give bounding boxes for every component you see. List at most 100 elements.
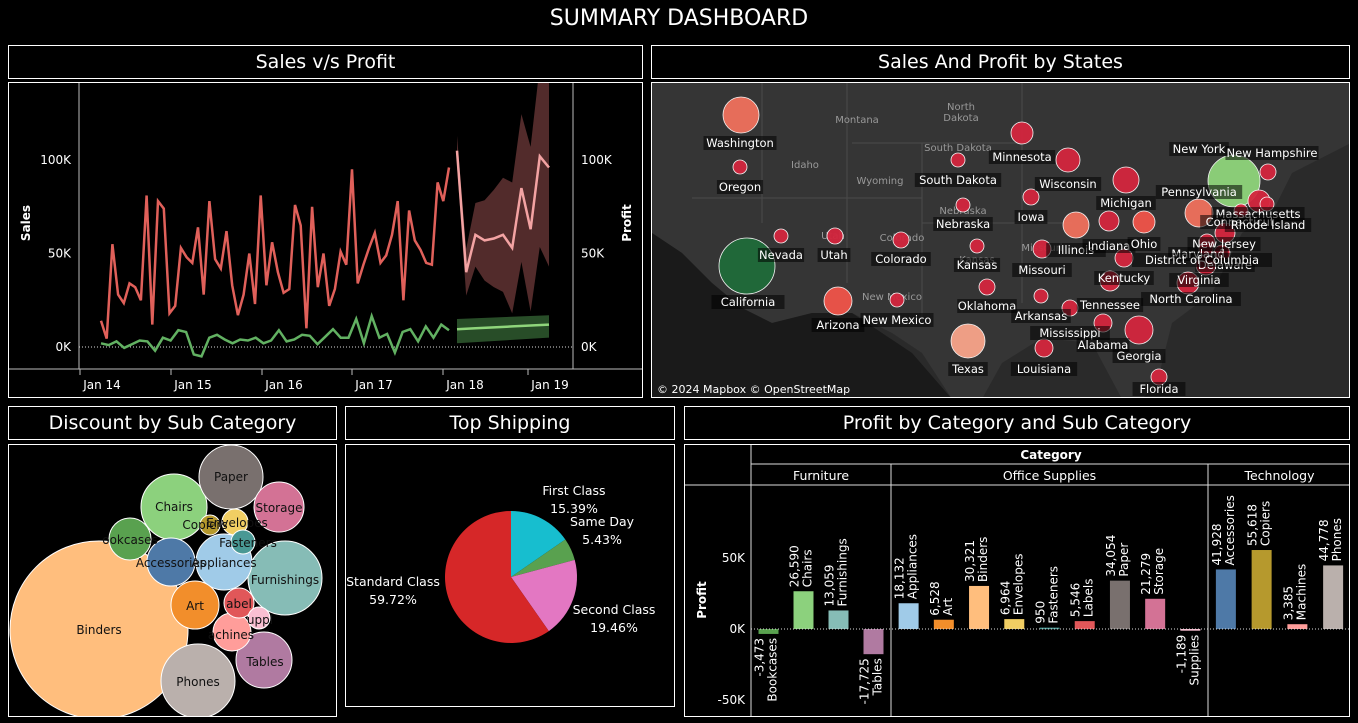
bubble-label: Storage bbox=[256, 501, 303, 515]
state-bubble bbox=[1259, 163, 1277, 181]
bar-value: 30,321 bbox=[963, 540, 977, 582]
pie-slice bbox=[511, 559, 577, 632]
state-label-bg bbox=[1132, 253, 1272, 267]
state-bubble bbox=[1033, 288, 1049, 304]
bar-value: 950 bbox=[1034, 601, 1048, 624]
y-axis-title: Profit bbox=[695, 581, 709, 619]
bubble-paper bbox=[198, 445, 264, 510]
bubble-label: Appliances bbox=[191, 556, 256, 570]
bar-value: -17,725 bbox=[858, 658, 872, 704]
state-label: Florida bbox=[1139, 382, 1178, 396]
bubble-binders bbox=[9, 540, 189, 716]
state-label: Virginia bbox=[1177, 273, 1220, 287]
pie-label: Second Class bbox=[573, 602, 656, 617]
state-label-bg bbox=[1127, 237, 1161, 251]
state-label: Mississippi bbox=[1039, 326, 1100, 340]
bar-appliances bbox=[898, 603, 919, 629]
header-sales-profit: Sales v/s Profit bbox=[8, 45, 643, 79]
state-label-bg bbox=[1096, 196, 1156, 210]
state-label: North Carolina bbox=[1149, 292, 1232, 306]
state-bubble bbox=[1010, 121, 1034, 145]
y-axis-title: Sales bbox=[19, 205, 33, 241]
shipping-panel: First Class 15.39% Same Day 5.43% Second Cla… bbox=[345, 444, 675, 707]
x-tick-label: Jan 15 bbox=[173, 378, 212, 392]
state-bubble bbox=[823, 286, 853, 316]
bar-label: Paper bbox=[1117, 543, 1131, 577]
bubble-bookcases bbox=[108, 517, 152, 561]
bar-bookcases bbox=[758, 629, 779, 634]
x-tick-label: Jan 19 bbox=[530, 378, 569, 392]
map-ocean-south bbox=[652, 233, 951, 397]
state-label-bg bbox=[871, 252, 931, 266]
bar-label: Appliances bbox=[906, 534, 920, 599]
state-label: Missouri bbox=[1018, 263, 1065, 277]
bar-value: -1,189 bbox=[1174, 635, 1188, 674]
bar-value: 34,054 bbox=[1104, 535, 1118, 577]
state-label: Indiana bbox=[1088, 239, 1131, 253]
state-label: Rhode Island bbox=[1231, 218, 1306, 232]
y2-tick-label: 0K bbox=[581, 340, 598, 354]
state-bubble bbox=[1112, 166, 1140, 194]
bar-label: Bookcases bbox=[766, 638, 780, 702]
pie-value: 59.72% bbox=[369, 592, 417, 607]
bar-value: 26,590 bbox=[788, 545, 802, 587]
state-label-bg bbox=[1011, 309, 1071, 323]
bar-label: Fasteners bbox=[1047, 566, 1061, 624]
discount-bubble-chart[interactable]: Binders Furnishings Phones Chairs Paper Appli… bbox=[9, 445, 337, 717]
state-label: Kansas bbox=[957, 258, 998, 272]
sales-line bbox=[99, 167, 451, 339]
y-tick-label: 50K bbox=[48, 247, 72, 261]
state-bubble bbox=[1055, 147, 1081, 173]
bar-label: Labels bbox=[1082, 578, 1096, 617]
category-bar-chart[interactable]: Category Furniture -3,473 Bookcases 26,590 Ch… bbox=[685, 445, 1350, 717]
shipping-pie-chart[interactable]: First Class 15.39%Same Day 5.43% Second Cla… bbox=[346, 445, 675, 707]
state-bubble bbox=[889, 292, 905, 308]
bubble-copiers bbox=[199, 514, 221, 536]
category-header: Category bbox=[1020, 448, 1082, 462]
bar-phones bbox=[1323, 565, 1344, 629]
sales-profit-chart[interactable]: 0K 0K 50K 50K 100K 100K Sales Profit Jan 14 Jan 1… bbox=[9, 83, 643, 398]
map-land bbox=[652, 83, 1349, 397]
state-bubble bbox=[1022, 188, 1040, 206]
bar-label: Chairs bbox=[801, 549, 815, 587]
bar-envelopes bbox=[1004, 619, 1025, 629]
bar-label: Furnishings bbox=[836, 538, 850, 606]
map-panel[interactable]: Montana North Dakota Idaho Wyoming South Dako… bbox=[651, 82, 1350, 398]
group-label: Furniture bbox=[793, 468, 849, 483]
bar-value: 5,546 bbox=[1069, 583, 1083, 617]
dashboard-title: SUMMARY DASHBOARD bbox=[549, 6, 809, 31]
state-label: New Hampshire bbox=[1227, 146, 1318, 160]
bar-label: Machines bbox=[1294, 564, 1308, 620]
header-map: Sales And Profit by States bbox=[651, 45, 1350, 79]
bar-fasteners bbox=[1039, 627, 1060, 630]
bar-art bbox=[933, 619, 954, 629]
x-tick-label: Jan 16 bbox=[264, 378, 303, 392]
bubble-label: Copiers bbox=[182, 518, 227, 532]
bar-copiers bbox=[1251, 550, 1272, 629]
header-shipping: Top Shipping bbox=[345, 406, 675, 440]
state-label-bg bbox=[1225, 146, 1319, 160]
bubble-label: Binders bbox=[76, 623, 121, 637]
pie-slice bbox=[445, 511, 549, 643]
state-label-bg bbox=[1014, 210, 1048, 224]
state-label: Nebraska bbox=[936, 217, 990, 231]
state-label-bg bbox=[1132, 382, 1186, 396]
bar-storage bbox=[1145, 598, 1166, 629]
state-label: Louisiana bbox=[1017, 362, 1071, 376]
y-tick-label: 100K bbox=[40, 153, 72, 167]
bubble-fasteners bbox=[230, 529, 256, 555]
state-label-bg bbox=[914, 173, 1002, 187]
bar-tables bbox=[863, 629, 884, 655]
bubble-label: abel bbox=[226, 597, 252, 611]
state-label: Arizona bbox=[816, 318, 859, 332]
bar-value: -3,473 bbox=[753, 638, 767, 677]
bar-furnishings bbox=[828, 610, 849, 629]
bar-label: Copiers bbox=[1259, 501, 1273, 546]
state-label: Michigan bbox=[1100, 196, 1152, 210]
region-label: Wyoming bbox=[857, 176, 904, 187]
bubble-label: uppl bbox=[247, 613, 273, 627]
group-label: Technology bbox=[1243, 468, 1315, 483]
bubble-label: Accessories bbox=[136, 556, 206, 570]
bar-value: 21,279 bbox=[1139, 553, 1153, 595]
